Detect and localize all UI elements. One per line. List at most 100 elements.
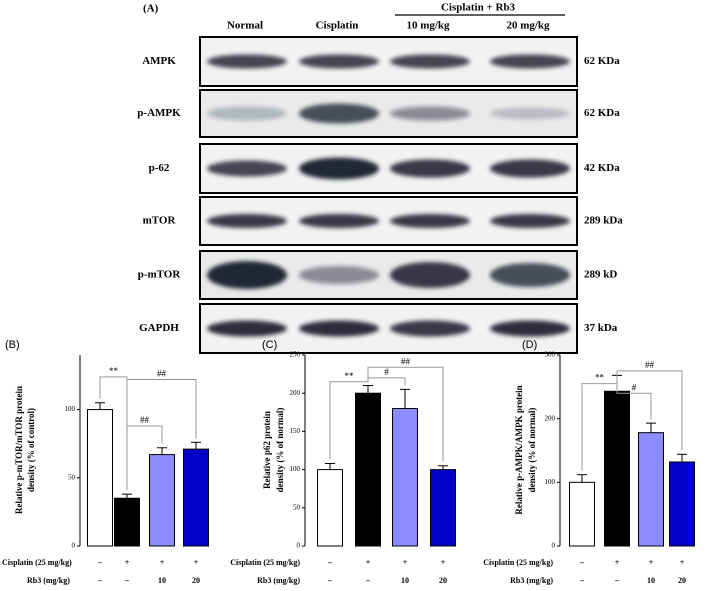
bar: [669, 461, 695, 547]
band: [299, 103, 379, 124]
significance-label: #: [632, 382, 637, 392]
band: [490, 263, 570, 287]
condition-value: –: [579, 558, 585, 567]
bar: [392, 407, 418, 547]
significance-bracket: [616, 371, 652, 420]
significance-label: ##: [401, 356, 411, 366]
y-tick-label: 0: [297, 542, 301, 550]
band: [299, 157, 379, 180]
condition-value: +: [615, 558, 620, 567]
y-tick-label: 100: [290, 465, 301, 473]
band: [390, 262, 470, 288]
y-tick-label: 300: [545, 351, 556, 359]
condition-value: –: [614, 576, 620, 585]
significance-label: ##: [645, 360, 655, 370]
condition-value: +: [194, 558, 199, 567]
bar: [430, 469, 456, 547]
condition-value: –: [365, 576, 371, 585]
y-tick-label: 100: [65, 405, 76, 413]
y-tick-label: 200: [545, 414, 556, 422]
band: [490, 54, 570, 69]
condition-value: +: [680, 558, 685, 567]
condition-value: 10: [647, 576, 655, 585]
blot-panel: (A) Normal Cisplatin 10 mg/kg 20 mg/kg Cispla…: [137, 2, 623, 354]
y-tick-label: 50: [68, 473, 76, 481]
band: [207, 106, 287, 121]
condition-label: Rb3 (mg/kg): [257, 576, 300, 585]
chart: (B) Relative p-mTOR/mTOR protein density (…: [2, 339, 209, 585]
chart: (C) Relative p62 protein density (% of nor…: [230, 339, 456, 585]
significance-label: **: [595, 373, 605, 383]
band: [490, 159, 570, 178]
significance-bracket: [126, 425, 163, 491]
significance-label: **: [109, 366, 119, 376]
condition-value: –: [97, 558, 103, 567]
bar: [317, 469, 343, 547]
panel-label: (B): [5, 339, 20, 351]
condition-value: +: [160, 558, 165, 567]
protein-label: mTOR: [143, 215, 177, 227]
condition-value: +: [441, 558, 446, 567]
band: [390, 106, 470, 121]
condition-value: 10: [158, 576, 166, 585]
condition-value: –: [327, 576, 333, 585]
protein-label: p-mTOR: [138, 269, 182, 281]
protein-label: p-62: [149, 162, 170, 174]
band: [299, 266, 379, 284]
y-axis-label: density (% of normal): [275, 408, 285, 493]
band: [490, 107, 570, 120]
condition-label: Cisplatin (25 mg/kg): [2, 558, 72, 567]
protein-label: AMPK: [142, 55, 176, 67]
condition-value: 10: [401, 576, 409, 585]
condition-value: 20: [678, 576, 686, 585]
size-label: 62 KDa: [584, 107, 620, 119]
significance-label: ##: [157, 369, 167, 379]
y-tick-label: 200: [290, 389, 301, 397]
y-tick-label: 100: [545, 478, 556, 486]
bar: [638, 432, 664, 547]
size-label: 42 KDa: [584, 162, 620, 174]
charts: (B) Relative p-mTOR/mTOR protein density (…: [2, 339, 695, 585]
band: [299, 54, 379, 69]
size-label: 62 KDa: [584, 55, 620, 67]
condition-value: 20: [439, 576, 447, 585]
bar: [183, 448, 209, 547]
bar: [355, 392, 381, 547]
lane-label: 20 mg/kg: [506, 20, 550, 32]
y-tick-label: 250: [290, 351, 301, 359]
significance-label: #: [384, 367, 389, 377]
size-label: 289 kD: [584, 269, 617, 281]
band: [390, 320, 470, 337]
significance-bracket: [616, 370, 683, 451]
condition-value: –: [327, 558, 333, 567]
significance-bracket: [367, 377, 406, 386]
bar: [87, 409, 113, 547]
condition-label: Rb3 (mg/kg): [27, 576, 70, 585]
condition-value: –: [124, 576, 130, 585]
y-axis-label: Relative p-AMPK/AMPK protein: [514, 385, 524, 514]
bar: [604, 390, 630, 547]
band: [390, 214, 470, 228]
protein-label: p-AMPK: [137, 107, 181, 119]
panel-label: (D): [522, 339, 537, 351]
condition-value: +: [125, 558, 130, 567]
band: [299, 320, 379, 337]
y-tick-label: 0: [552, 542, 556, 550]
y-axis-label: Relative p-mTOR/mTOR protein: [14, 386, 24, 514]
condition-value: 20: [192, 576, 200, 585]
lane-label: Normal: [227, 20, 263, 32]
y-tick-label: 150: [290, 427, 301, 435]
significance-label: **: [345, 371, 355, 381]
condition-value: –: [97, 576, 103, 585]
condition-value: –: [579, 576, 585, 585]
y-axis-label: density (% of normal): [527, 408, 537, 493]
condition-value: +: [366, 558, 371, 567]
significance-label: ##: [140, 415, 150, 425]
bar: [114, 497, 140, 547]
size-label: 289 kDa: [584, 215, 623, 227]
band: [390, 54, 470, 69]
significance-bracket: [329, 381, 369, 460]
band: [207, 160, 287, 177]
condition-label: Cisplatin (25 mg/kg): [230, 558, 300, 567]
